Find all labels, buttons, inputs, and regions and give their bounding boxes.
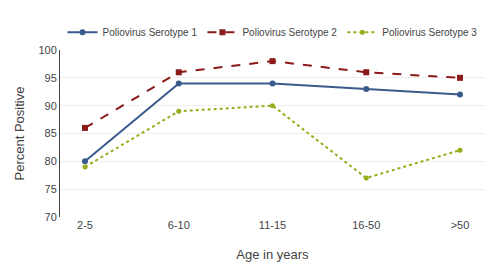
svg-text:85: 85 <box>45 127 57 139</box>
svg-text:11-15: 11-15 <box>259 219 286 231</box>
svg-text:6-10: 6-10 <box>168 219 190 231</box>
svg-text:>50: >50 <box>451 219 470 231</box>
svg-text:Poliovirus Serotype 1: Poliovirus Serotype 1 <box>103 27 198 38</box>
svg-text:Poliovirus Serotype 2: Poliovirus Serotype 2 <box>242 27 337 38</box>
svg-text:70: 70 <box>45 211 57 223</box>
svg-text:Percent Positive: Percent Positive <box>12 87 27 181</box>
svg-text:90: 90 <box>45 100 57 112</box>
svg-text:100: 100 <box>38 44 56 56</box>
svg-text:Age in years: Age in years <box>236 247 309 262</box>
svg-text:95: 95 <box>45 72 57 84</box>
svg-text:16-50: 16-50 <box>352 219 380 231</box>
svg-text:75: 75 <box>45 183 57 195</box>
svg-text:80: 80 <box>45 155 57 167</box>
svg-text:Poliovirus Serotype 3: Poliovirus Serotype 3 <box>382 27 477 38</box>
svg-text:2-5: 2-5 <box>77 219 93 231</box>
